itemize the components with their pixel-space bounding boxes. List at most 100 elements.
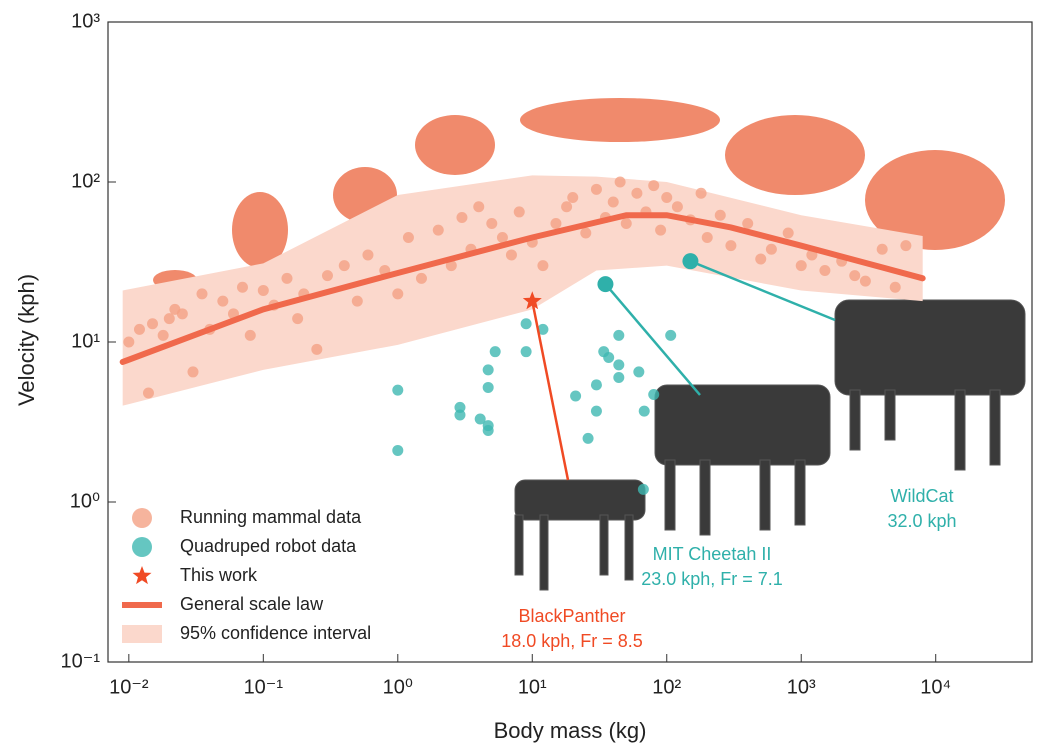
x-tick-label: 10⁰ [383, 676, 413, 698]
x-tick-label: 10³ [787, 676, 816, 698]
mammal-point [292, 313, 304, 325]
mammal-point [859, 275, 871, 287]
mammal-point [567, 192, 579, 204]
mammal-point [196, 288, 208, 300]
robot-pictures [514, 299, 1026, 591]
robot-point [520, 318, 532, 330]
mammal-point [392, 288, 404, 300]
robot-point [603, 352, 615, 364]
mammal-point [795, 260, 807, 272]
confidence-band [122, 175, 923, 406]
annotation-detail: 23.0 kph, Fr = 7.1 [641, 569, 783, 589]
mammal-point [819, 264, 831, 276]
mammal-point [655, 224, 667, 236]
mammal-point [281, 272, 293, 284]
legend-label: Quadruped robot data [180, 536, 357, 556]
mammal-point [714, 209, 726, 221]
mammal-point [876, 243, 888, 255]
mammal-point [725, 240, 737, 252]
robot-point [489, 346, 501, 358]
annotation-detail: 32.0 kph [887, 511, 956, 531]
robot-point [392, 444, 404, 456]
mammal-point [900, 240, 912, 252]
robot-point [474, 413, 486, 425]
annotation-leader [689, 260, 836, 322]
legend-label: General scale law [180, 594, 324, 614]
mammal-point [257, 284, 269, 296]
y-tick-label: 10² [71, 170, 100, 192]
mammal-point [445, 260, 457, 272]
mammal-point [187, 366, 199, 378]
mammal-point [648, 180, 660, 192]
mammal-point [217, 295, 229, 307]
x-tick-label: 10² [652, 676, 681, 698]
y-tick-label: 10³ [71, 10, 100, 32]
y-tick-label: 10¹ [71, 330, 100, 352]
mammal-point [661, 192, 673, 204]
mammal-point [123, 336, 135, 348]
mammal-point [163, 313, 175, 325]
mammal-point [590, 183, 602, 195]
highlighted-robot [597, 276, 614, 293]
y-tick-label: 10⁰ [70, 490, 100, 512]
mammal-point [338, 260, 350, 272]
annotation-leader [604, 283, 701, 396]
robot-point [582, 432, 594, 444]
annotation-label: BlackPanther [518, 606, 625, 626]
mammal-point [561, 201, 573, 213]
animal-silhouettes [153, 98, 1005, 290]
y-axis-label: Velocity (kph) [14, 274, 39, 406]
legend-marker [132, 537, 152, 557]
mammal-point [157, 329, 169, 341]
legend-label: Running mammal data [180, 507, 362, 527]
robot-point [590, 405, 602, 417]
mammal-point [133, 323, 145, 335]
robot-point [454, 409, 466, 421]
mammal-point [402, 231, 414, 243]
legend-marker [132, 566, 152, 585]
robot-point [638, 405, 650, 417]
mammal-point [513, 206, 525, 218]
mammal-point [142, 387, 154, 399]
robot-point [392, 384, 404, 396]
robot-point [537, 323, 549, 335]
decoration [153, 98, 1026, 591]
mammal-point [537, 260, 549, 272]
mammal-point [765, 243, 777, 255]
mammal-point [244, 329, 256, 341]
robot-point [613, 329, 625, 341]
robot-point [590, 379, 602, 391]
mammal-point [456, 211, 468, 223]
annotation-label: WildCat [890, 486, 953, 506]
robot-point [454, 401, 466, 413]
x-tick-label: 10⁴ [920, 676, 951, 698]
mammal-point [550, 218, 562, 230]
robot-point [637, 483, 649, 495]
mammal-point [701, 231, 713, 243]
robot-point [482, 381, 494, 393]
mammal-point [362, 249, 374, 261]
y-tick-label: 10⁻¹ [61, 650, 101, 672]
robot-point [613, 359, 625, 371]
mammal-point [473, 201, 485, 213]
robot-point [665, 329, 677, 341]
mammal-point [782, 227, 794, 239]
robot-point [482, 364, 494, 376]
robot-point [482, 424, 494, 436]
mammal-point [580, 227, 592, 239]
legend-label: 95% confidence interval [180, 623, 371, 643]
mammal-point [311, 343, 323, 355]
mammal-point [496, 231, 508, 243]
mammal-point [432, 224, 444, 236]
mammal-point [849, 270, 861, 282]
x-tick-label: 10⁻² [109, 676, 149, 698]
annotation-detail: 18.0 kph, Fr = 8.5 [501, 631, 643, 651]
robot-point [520, 346, 532, 358]
mammal-point [176, 308, 188, 320]
legend-label: This work [180, 565, 258, 585]
mammal-point [607, 196, 619, 208]
robot-point [570, 390, 582, 402]
mammal-point [486, 218, 498, 230]
mammal-point [671, 201, 683, 213]
